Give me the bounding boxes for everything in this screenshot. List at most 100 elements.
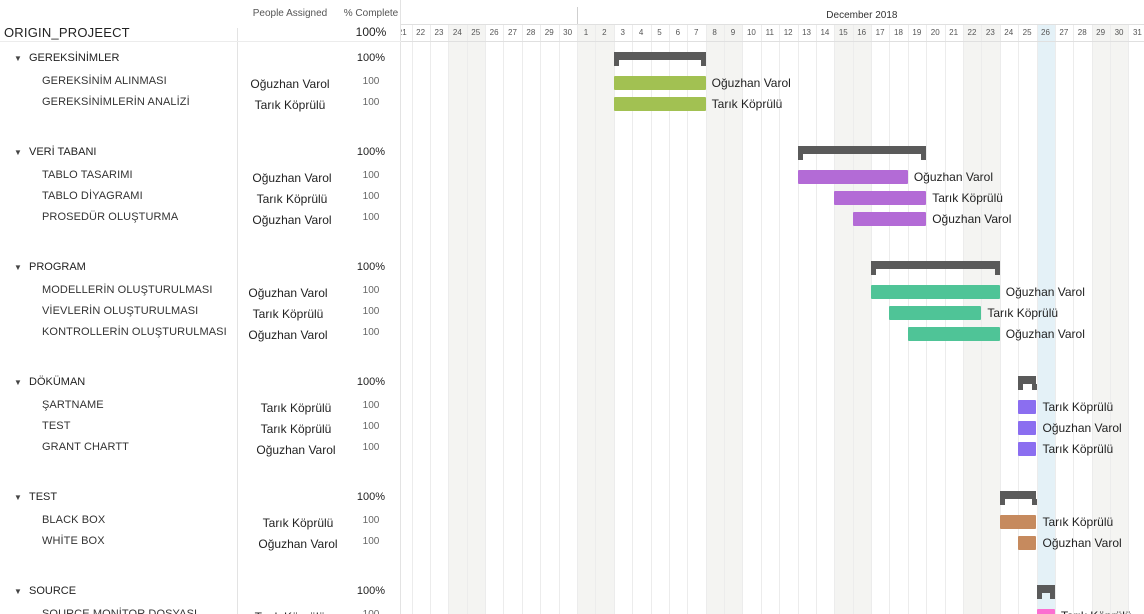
task-name[interactable]: GRANT CHARTT [42, 441, 129, 453]
day-number[interactable]: 8 [712, 28, 717, 37]
task-bar[interactable] [1018, 421, 1037, 435]
column-divider[interactable] [237, 28, 238, 614]
day-number[interactable]: 28 [1077, 28, 1087, 37]
summary-bar[interactable] [999, 491, 1037, 499]
task-bar[interactable] [1018, 442, 1037, 456]
task-bar[interactable] [907, 327, 1000, 341]
day-gridline [632, 25, 634, 614]
collapse-caret-icon[interactable]: ▼ [14, 54, 22, 63]
task-name[interactable]: WHİTE BOX [42, 535, 105, 547]
group-name[interactable]: VERİ TABANI [29, 146, 97, 158]
task-name[interactable]: GEREKSİNİM ALINMASI [42, 75, 167, 87]
task-assignee[interactable]: Tarık Köprülü [252, 307, 324, 321]
task-bar[interactable] [1036, 609, 1055, 614]
task-assignee[interactable]: Oğuzhan Varol [256, 443, 336, 457]
task-name[interactable]: BLACK BOX [42, 514, 106, 526]
task-bar-label: Oğuzhan Varol [711, 76, 791, 90]
task-name[interactable]: KONTROLLERİN OLUŞTURULMASI [42, 326, 227, 338]
day-number[interactable]: 25 [1022, 28, 1032, 37]
task-bar[interactable] [797, 170, 908, 184]
task-assignee[interactable]: Oğuzhan Varol [250, 77, 330, 91]
day-number[interactable]: 9 [730, 28, 736, 37]
summary-bar[interactable] [871, 261, 1000, 269]
task-assignee[interactable]: Oğuzhan Varol [248, 328, 328, 342]
task-name[interactable]: SOURCE MONİTOR DOSYASI [42, 608, 198, 614]
task-name[interactable]: MODELLERİN OLUŞTURULMASI [42, 284, 213, 296]
day-number[interactable]: 18 [894, 28, 903, 37]
task-assignee[interactable]: Tarık Köprülü [256, 192, 328, 206]
group-name[interactable]: GEREKSİNİMLER [29, 52, 120, 64]
task-assignee[interactable]: Tarık Köprülü [260, 401, 332, 415]
task-assignee[interactable]: Tarık Köprülü [260, 422, 332, 436]
task-assignee[interactable]: Oğuzhan Varol [258, 537, 338, 551]
day-number[interactable]: 23 [985, 28, 995, 37]
group-name[interactable]: DÖKÜMAN [29, 376, 86, 388]
group-name[interactable]: PROGRAM [29, 261, 86, 273]
task-bar[interactable] [1018, 536, 1037, 550]
day-number[interactable]: 2 [602, 28, 607, 37]
day-number[interactable]: 21 [949, 28, 959, 37]
collapse-caret-icon[interactable]: ▼ [14, 263, 22, 272]
task-bar[interactable] [889, 306, 982, 320]
collapse-caret-icon[interactable]: ▼ [14, 148, 22, 157]
task-bar[interactable] [613, 76, 706, 90]
day-number[interactable]: 24 [1004, 28, 1014, 37]
day-number[interactable]: 10 [746, 28, 756, 37]
day-number[interactable]: 22 [967, 28, 977, 37]
summary-bar[interactable] [1018, 376, 1037, 384]
day-number[interactable]: 3 [620, 28, 625, 37]
people-assigned-header[interactable]: People Assigned [252, 8, 328, 19]
task-assignee[interactable]: Oğuzhan Varol [252, 213, 332, 227]
task-name[interactable]: GEREKSİNİMLERİN ANALİZİ [42, 96, 190, 108]
day-number[interactable]: 27 [1059, 28, 1069, 37]
day-number[interactable]: 13 [802, 28, 811, 37]
task-name[interactable]: VİEVLERİN OLUŞTURULMASI [42, 305, 199, 317]
day-number[interactable]: 5 [657, 28, 662, 37]
day-number[interactable]: 20 [930, 28, 940, 37]
day-number[interactable]: 26 [1041, 28, 1050, 37]
task-bar-label: Tarık Köprülü [711, 97, 783, 111]
task-name[interactable]: TABLO DİYAGRAMI [42, 190, 143, 202]
day-number[interactable]: 7 [694, 28, 699, 37]
summary-bar[interactable] [613, 52, 706, 60]
task-bar[interactable] [852, 212, 927, 226]
task-name[interactable]: ŞARTNAME [42, 399, 104, 411]
task-bar[interactable] [1018, 400, 1037, 414]
task-bar[interactable] [613, 97, 706, 111]
day-number[interactable]: 6 [675, 28, 681, 37]
summary-bar[interactable] [1036, 585, 1055, 593]
day-number[interactable]: 17 [875, 28, 885, 37]
day-number[interactable]: 12 [783, 28, 793, 37]
task-bar[interactable] [999, 515, 1037, 529]
collapse-caret-icon[interactable]: ▼ [14, 493, 22, 502]
day-number[interactable]: 4 [638, 28, 644, 37]
task-bar[interactable] [871, 285, 1000, 299]
task-percent: 100 [362, 170, 380, 181]
task-assignee[interactable]: Oğuzhan Varol [252, 171, 332, 185]
percent-complete-header[interactable]: % Complete [343, 8, 399, 19]
group-name[interactable]: SOURCE [29, 585, 77, 597]
day-number[interactable]: 19 [912, 28, 922, 37]
project-name[interactable]: ORIGIN_PROJEECT [4, 25, 130, 40]
task-name[interactable]: TEST [42, 420, 71, 432]
day-number[interactable]: 16 [857, 28, 867, 37]
group-name[interactable]: TEST [29, 491, 58, 503]
task-bar[interactable] [834, 191, 927, 205]
day-number[interactable]: 11 [765, 28, 774, 37]
task-assignee[interactable]: Tarık Köprülü [254, 98, 326, 112]
day-number[interactable]: 1 [583, 28, 589, 37]
task-assignee[interactable]: Oğuzhan Varol [248, 286, 328, 300]
collapse-caret-icon[interactable]: ▼ [14, 587, 22, 596]
gantt-timeline[interactable]: 2122232425262728293012345678910111213141… [401, 0, 1144, 614]
day-number[interactable]: 30 [1114, 28, 1124, 37]
task-name[interactable]: TABLO TASARIMI [42, 169, 133, 181]
collapse-caret-icon[interactable]: ▼ [14, 378, 22, 387]
day-number[interactable]: 15 [838, 28, 848, 37]
task-assignee[interactable]: Tarık Köprülü [262, 516, 334, 530]
day-number[interactable]: 29 [1096, 28, 1106, 37]
task-assignee[interactable]: Tarık Köprülü [230, 610, 350, 614]
summary-bar[interactable] [797, 146, 927, 154]
day-number[interactable]: 31 [1132, 28, 1142, 37]
day-number[interactable]: 14 [820, 28, 830, 37]
task-name[interactable]: PROSEDÜR OLUŞTURMA [42, 211, 179, 223]
